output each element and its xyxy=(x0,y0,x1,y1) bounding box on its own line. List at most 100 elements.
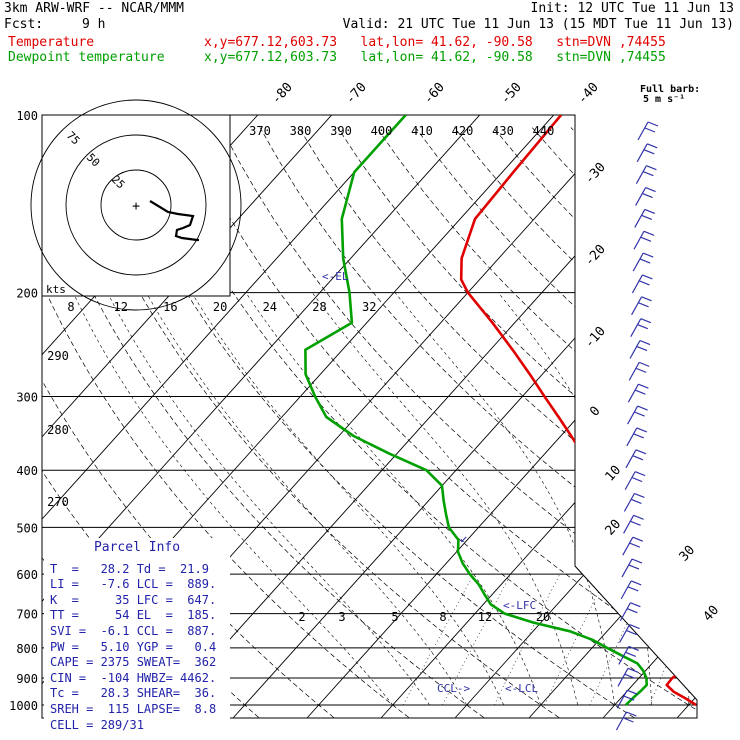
pressure-tick-label: 300 xyxy=(16,391,38,405)
wind-barb xyxy=(635,165,657,184)
isotherm-label: -70 xyxy=(343,80,370,107)
wind-barb xyxy=(619,624,640,643)
dry-adiabat-line xyxy=(65,127,560,718)
dry-adiabat-line xyxy=(337,127,697,718)
mixing-ratio-label: 12 xyxy=(113,300,127,314)
parcel-info-row: T = 28.2 Td = 21.9 xyxy=(50,561,209,576)
wind-barb xyxy=(636,143,658,163)
hodograph-ring xyxy=(100,169,172,241)
isotherm-line xyxy=(233,115,697,718)
isotherm-label: 30 xyxy=(677,543,699,565)
wind-barb xyxy=(633,230,655,250)
dry-adiabat-line xyxy=(492,127,697,718)
hodograph-unit-label: kts xyxy=(46,283,66,296)
mixing-ratio-label: 32 xyxy=(362,300,376,314)
isotherm-label: -60 xyxy=(421,80,448,107)
moist-adiabat-line xyxy=(311,292,578,706)
wind-barb xyxy=(623,514,644,534)
mixing-ratio-line xyxy=(589,573,651,706)
wind-barb xyxy=(632,252,654,272)
wind-barb xyxy=(622,536,644,556)
wind-barb xyxy=(623,492,645,512)
mixing-ratio-label: 8 xyxy=(439,610,446,624)
wind-arrow-mark: ↙ xyxy=(460,531,468,546)
isotherm-line xyxy=(529,115,697,718)
pressure-tick-label: 500 xyxy=(16,521,38,535)
barb-legend-line1: Full barb: xyxy=(640,84,700,95)
wind-barb xyxy=(635,186,656,206)
parcel-info-row: LI = -7.6 LCL = 889. xyxy=(50,577,217,592)
forecast-label: Fcst: xyxy=(4,17,44,32)
isotherm-line xyxy=(603,115,697,718)
wind-barb xyxy=(631,274,653,294)
pressure-tick-label: 800 xyxy=(16,642,38,656)
parcel-info-row: TT = 54 EL = 185. xyxy=(50,608,217,623)
isotherm-line xyxy=(307,115,697,718)
theta-e-label: 400 xyxy=(371,124,393,138)
pressure-tick-label: 700 xyxy=(16,608,38,622)
wind-barb xyxy=(616,689,638,709)
mixing-ratio-line xyxy=(493,573,561,706)
parcel-info-row: CELL = 289/31 xyxy=(50,717,144,732)
parcel-info-row: PW = 5.10 YGP = 0.4 xyxy=(50,639,217,654)
isotherm-line xyxy=(455,115,697,718)
mixing-ratio-label: 8 xyxy=(67,300,74,314)
theta-e-label: 390 xyxy=(330,124,352,138)
hodograph-origin-mark: + xyxy=(132,199,140,214)
dry-adiabat-line xyxy=(648,127,697,718)
barb-legend-line2: 5 m s⁻¹ xyxy=(643,94,685,105)
isotherm-label: -80 xyxy=(269,80,296,107)
theta-e-label: 380 xyxy=(290,124,312,138)
theta-label: 290 xyxy=(47,349,69,363)
isotherm-label: -20 xyxy=(582,242,609,269)
pressure-tick-label: 900 xyxy=(16,672,38,686)
mixing-ratio-label: 20 xyxy=(536,610,550,624)
mixing-ratio-label: 5 xyxy=(391,610,398,624)
dry-adiabat-line xyxy=(726,128,740,718)
theta-label: 270 xyxy=(47,495,69,509)
theta-label: 280 xyxy=(47,423,69,437)
valid-time: Valid: 21 UTC Tue 11 Jun 13 (15 MDT Tue … xyxy=(342,17,734,32)
pressure-tick-label: 600 xyxy=(16,568,38,582)
wind-barbs xyxy=(615,121,659,731)
annotation-lfc-label: <-LFC xyxy=(503,599,536,612)
parcel-info-row: CAPE = 2375 SWEAT= 362 xyxy=(50,655,217,670)
wind-barb xyxy=(630,318,652,337)
theta-e-label: 440 xyxy=(533,124,555,138)
isotherm-label: -10 xyxy=(582,324,609,351)
dry-adiabat-line xyxy=(42,127,334,718)
dewpoint-location-info: x,y=677.12,603.73 lat,lon= 41.62, -90.58… xyxy=(204,50,666,65)
dry-adiabat-line xyxy=(415,127,697,718)
dry-adiabat-line xyxy=(687,127,697,718)
isotherm-label: 0 xyxy=(587,404,603,420)
theta-e-label: 410 xyxy=(411,124,433,138)
isotherm-label: -50 xyxy=(498,80,525,107)
wind-barb xyxy=(626,427,648,447)
isotherm-label: 40 xyxy=(701,603,723,625)
isotherm-label: 20 xyxy=(603,517,625,539)
wind-barb xyxy=(629,339,651,359)
moist-adiabat-line xyxy=(191,292,504,706)
theta-e-label: 420 xyxy=(452,124,474,138)
wind-barb xyxy=(624,471,646,490)
mixing-ratio-line xyxy=(699,574,740,705)
theta-e-label: 430 xyxy=(492,124,514,138)
dry-adiabat-line xyxy=(570,127,697,718)
mixing-ratio-label: 28 xyxy=(312,300,326,314)
wind-barb xyxy=(627,383,649,403)
isotherm-line xyxy=(42,115,492,718)
dewpoint-legend-label: Dewpoint temperature xyxy=(8,50,165,65)
hodograph-ring xyxy=(30,99,242,311)
hodograph-ring xyxy=(65,134,207,276)
annotation-lcl-label: <-LCL xyxy=(505,682,538,695)
moist-adiabat-line xyxy=(724,293,739,705)
dry-adiabat-line xyxy=(298,127,697,718)
mixing-ratio-label: 12 xyxy=(478,610,492,624)
mixing-ratio-line xyxy=(544,573,608,706)
wind-barb xyxy=(634,208,656,228)
dry-adiabat-line xyxy=(454,127,697,718)
wind-barb xyxy=(615,711,637,731)
annotation-el-label: <-EL xyxy=(322,270,349,283)
dry-adiabat-line xyxy=(220,127,697,718)
wind-barb xyxy=(617,667,639,687)
